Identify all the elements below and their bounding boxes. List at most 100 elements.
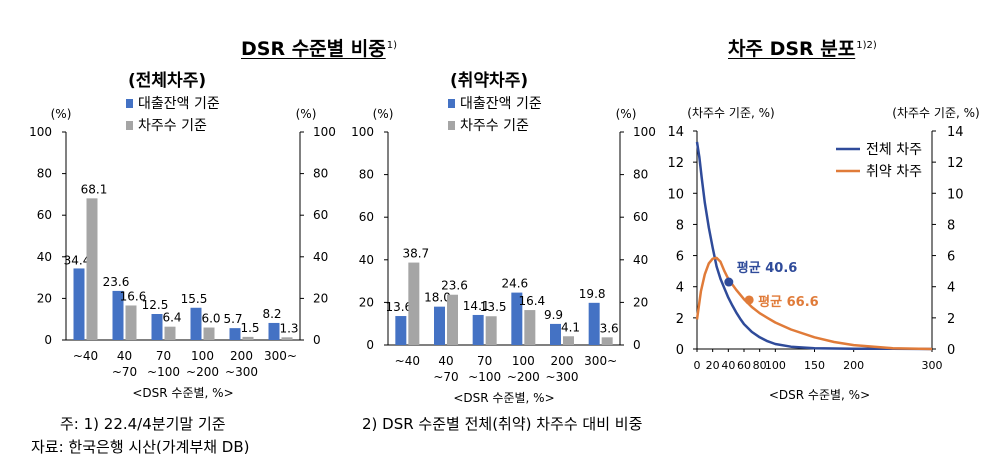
chart3-x-tick-label: 80 (753, 359, 767, 372)
chart1-data-label-loan: 12.5 (142, 298, 169, 312)
chart3-left-tick-label: 14 (667, 125, 684, 140)
chart2-category-label: ~200 (507, 370, 540, 384)
chart2-data-label-loan: 18.0 (424, 291, 451, 305)
chart2-bar-loan (395, 316, 407, 345)
chart1-left-tick-label: 0 (44, 333, 52, 347)
chart2-bar-loan (434, 306, 445, 345)
chart2-data-label-count: 16.4 (518, 294, 545, 308)
source-note: 자료: 한국은행 시산(가계부채 DB) (31, 438, 250, 456)
chart2-category-label: 300~ (584, 354, 617, 368)
chart1-bar-loan (268, 322, 280, 340)
chart3-right-tick-label: 12 (947, 156, 964, 171)
chart1-bar-count (203, 327, 215, 340)
chart2-right-tick-label: 100 (633, 125, 656, 139)
chart2-data-label-loan: 14.1 (463, 299, 490, 313)
chart3-left-tick-label: 10 (667, 187, 684, 202)
chart3-x-tick-label: 200 (843, 359, 864, 372)
chart2-bar-count (447, 294, 458, 345)
chart1-bar-loan (112, 290, 124, 340)
chart3-left-tick-label: 6 (676, 250, 684, 265)
chart1-title: (전체차주) (128, 71, 207, 91)
chart2-category-label: 70 (477, 354, 492, 368)
chart2-data-label-loan: 9.9 (544, 308, 563, 322)
chart2-bar-count (485, 316, 497, 345)
chart1-data-label-count: 68.1 (81, 182, 108, 196)
chart1-bar-count (281, 337, 293, 340)
chart1-category-label: ~200 (186, 365, 219, 379)
chart1-category-label: 200 (230, 349, 253, 363)
chart2-legend-label: 차주수 기준 (460, 118, 529, 134)
chart3-left-tick-label: 4 (676, 281, 684, 296)
chart3-legend-label: 취약 차주 (866, 164, 922, 180)
chart1-category-label: ~40 (73, 349, 98, 363)
chart1-data-label-count: 6.4 (162, 311, 181, 325)
chart2-bar-count (601, 337, 613, 345)
chart3-mean-label: 평균 40.6 (737, 260, 798, 276)
chart2-category-label: 100 (512, 354, 535, 368)
chart1-bar-count (125, 305, 137, 340)
chart1-left-tick-label: 40 (37, 250, 52, 264)
right-panel-title: 차주 DSR 분포1)2) (728, 34, 877, 61)
chart3-line-vulnerable (695, 256, 933, 351)
chart2-left-tick-label: 80 (359, 168, 374, 182)
chart1-legend-swatch (126, 121, 133, 130)
chart1-right-tick-label: 20 (313, 291, 328, 305)
chart1-bar-loan (73, 268, 85, 340)
chart2-bar-loan (472, 314, 484, 345)
chart2-data-label-loan: 19.8 (579, 287, 606, 301)
chart3-left-axis-unit: (차주수 기준, %) (687, 106, 774, 120)
chart3-right-tick-label: 0 (947, 343, 955, 358)
chart1-data-label-loan: 8.2 (262, 307, 281, 321)
chart1-data-label-loan: 5.7 (223, 312, 242, 326)
chart2-category-label: ~40 (395, 354, 420, 368)
chart3-mean-marker (744, 295, 754, 305)
chart1-legend-swatch (126, 99, 133, 108)
left-panel-title-footnote: 1) (386, 39, 397, 51)
chart3-x-tick-label: 0 (694, 359, 701, 372)
chart3-line-all (695, 141, 933, 351)
chart1-right-tick-label: 100 (313, 125, 336, 139)
chart1-bar-count (242, 336, 254, 340)
chart2-category-label: ~70 (433, 370, 458, 384)
chart2-category-label: 200 (551, 354, 574, 368)
chart3-x-tick-label: 40 (721, 359, 735, 372)
chart3-x-tick-label: 300 (922, 359, 943, 372)
chart1-right-tick-label: 0 (313, 333, 321, 347)
chart2-left-tick-label: 40 (359, 253, 374, 267)
chart3-right-tick-label: 6 (947, 250, 955, 265)
left-panel-title-text: DSR 수준별 비중 (241, 38, 386, 60)
chart2-data-label-count: 13.5 (480, 300, 507, 314)
chart1-bar-loan (151, 314, 163, 340)
chart3-right-tick-label: 4 (947, 281, 955, 296)
chart2-title: (취약차주) (450, 71, 529, 91)
footnote-2: 2) DSR 수준별 전체(취약) 차주수 대비 비중 (362, 415, 643, 433)
chart3-x-axis-title: <DSR 수준별, %> (769, 388, 870, 402)
chart3-x-tick-label: 60 (737, 359, 751, 372)
chart1-data-label-count: 16.6 (120, 289, 147, 303)
chart1-data-label-count: 1.3 (279, 321, 298, 335)
chart1-legend-label: 차주수 기준 (138, 118, 207, 134)
chart2-right-axis-unit: (%) (616, 107, 637, 121)
chart1-left-tick-label: 100 (29, 125, 52, 139)
chart1-right-tick-label: 80 (313, 167, 328, 181)
chart1-bar-loan (229, 328, 241, 340)
right-panel-title-text: 차주 DSR 분포 (728, 38, 856, 60)
chart1-category-label: ~70 (112, 365, 137, 379)
right-panel-title-footnote: 1)2) (856, 39, 877, 51)
chart2-bar-count (563, 336, 574, 345)
chart1-bar-count (86, 198, 98, 340)
chart2-bar-loan (550, 323, 561, 345)
chart3-right-axis-unit: (차주수 기준, %) (892, 106, 979, 120)
chart1-right-axis-unit: (%) (296, 107, 317, 121)
chart2-right-tick-label: 0 (633, 338, 641, 352)
chart1-category-label: 100 (191, 349, 214, 363)
chart3-x-tick-label: 150 (804, 359, 825, 372)
chart2-right-tick-label: 20 (633, 295, 648, 309)
chart1-legend-label: 대출잔액 기준 (138, 96, 220, 112)
chart1-category-label: ~300 (225, 365, 258, 379)
chart1-category-label: 300~ (264, 349, 297, 363)
chart2-legend-swatch (448, 121, 455, 130)
chart3-right-tick-label: 14 (947, 125, 964, 140)
chart1-data-label-count: 6.0 (201, 312, 220, 326)
chart2-left-tick-label: 20 (359, 295, 374, 309)
